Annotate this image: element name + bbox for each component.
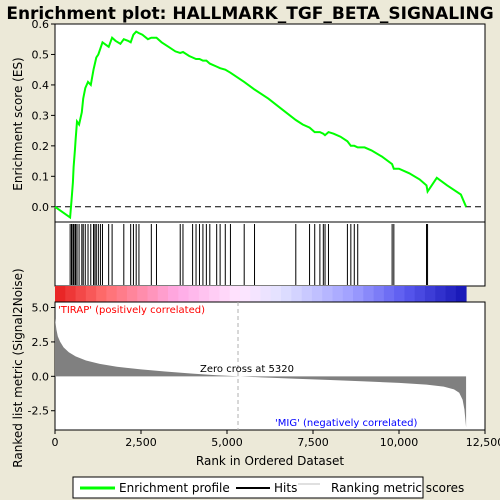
legend-label-ranking-metric-scores: Ranking metric scores xyxy=(331,481,464,495)
color-bar-segment xyxy=(85,286,97,302)
rank-y-tick-label: 0.0 xyxy=(32,370,50,383)
es-y-tick-label: 0.6 xyxy=(32,18,50,31)
rank-y-tick-label: 5.0 xyxy=(32,302,50,315)
color-bar-segment xyxy=(281,286,292,302)
ranking-color-bar xyxy=(55,286,467,302)
color-bar-segment xyxy=(209,286,220,302)
legend-label-hits: Hits xyxy=(274,481,297,495)
color-bar-segment xyxy=(75,286,87,302)
color-bar-segment xyxy=(96,286,107,302)
positive-correlation-label: 'TIRAP' (positively correlated) xyxy=(58,305,205,316)
color-bar-segment xyxy=(353,286,364,302)
rank-panel xyxy=(54,301,486,431)
color-bar-segment xyxy=(239,286,251,302)
color-bar-segment xyxy=(445,286,457,302)
color-bar-segment xyxy=(65,286,77,302)
es-y-tick-label: 0.0 xyxy=(32,201,50,214)
rank-y-tick-label: -2.5 xyxy=(28,405,49,418)
es-y-tick-label: 0.5 xyxy=(32,48,50,61)
es-y-tick-label: 0.3 xyxy=(32,109,50,122)
color-bar-segment xyxy=(137,286,148,302)
color-bar-segment xyxy=(116,286,128,302)
color-bar-segment xyxy=(178,286,190,302)
color-bar-segment xyxy=(311,286,323,302)
color-bar-segment xyxy=(229,286,241,302)
es-y-tick-label: 0.1 xyxy=(32,170,50,183)
es-y-axis-label: Enrichment score (ES) xyxy=(11,57,25,190)
x-tick-label: 5,000 xyxy=(211,436,243,449)
legend-label-enrichment-profile: Enrichment profile xyxy=(119,481,230,495)
color-bar-segment xyxy=(455,286,467,302)
color-bar-segment xyxy=(106,286,118,302)
color-bar-segment xyxy=(188,286,200,302)
ranking-metric-area xyxy=(55,318,467,428)
color-bar-segment xyxy=(424,286,436,302)
color-bar-segment xyxy=(291,286,303,302)
x-axis-label: Rank in Ordered Dataset xyxy=(196,454,344,468)
color-bar-segment xyxy=(168,286,179,302)
color-bar-segment xyxy=(373,286,385,302)
color-bar-segment xyxy=(147,286,159,302)
color-bar-segment xyxy=(363,286,375,302)
color-bar-segment xyxy=(332,286,344,302)
rank-y-axis-label: Ranked list metric (Signal2Noise) xyxy=(11,268,25,467)
rank-y-tick-label: 2.5 xyxy=(32,336,50,349)
color-bar-segment xyxy=(126,286,138,302)
color-bar-segment xyxy=(383,286,395,302)
color-bar-segment xyxy=(260,286,272,302)
color-bar-segment xyxy=(270,286,282,302)
color-bar-segment xyxy=(250,286,262,302)
color-bar-segment xyxy=(404,286,416,302)
color-bar-segment xyxy=(219,286,231,302)
enrichment-profile-line xyxy=(54,30,468,220)
zero-cross-label: Zero cross at 5320 xyxy=(200,364,294,375)
x-tick-label: 2,500 xyxy=(125,436,157,449)
es-y-tick-label: 0.2 xyxy=(32,140,50,153)
color-bar-segment xyxy=(414,286,426,302)
chart-title: Enrichment plot: HALLMARK_TGF_BETA_SIGNA… xyxy=(6,4,493,24)
color-bar-segment xyxy=(342,286,354,302)
es-panel xyxy=(54,23,486,223)
hits-panel xyxy=(54,221,486,287)
color-bar-segment xyxy=(394,286,405,302)
x-tick-label: 0 xyxy=(52,436,59,449)
color-bar-segment xyxy=(198,286,210,302)
x-tick-label: 7,500 xyxy=(297,436,329,449)
color-bar-segment xyxy=(55,286,66,302)
x-tick-label: 10,000 xyxy=(380,436,419,449)
color-bar-segment xyxy=(157,286,169,302)
color-bar-segment xyxy=(435,286,447,302)
x-tick-label: 12,500 xyxy=(466,436,500,449)
color-bar-segment xyxy=(301,286,313,302)
es-y-tick-label: 0.4 xyxy=(32,79,50,92)
color-bar-segment xyxy=(322,286,333,302)
negative-correlation-label: 'MIG' (negatively correlated) xyxy=(275,418,417,429)
